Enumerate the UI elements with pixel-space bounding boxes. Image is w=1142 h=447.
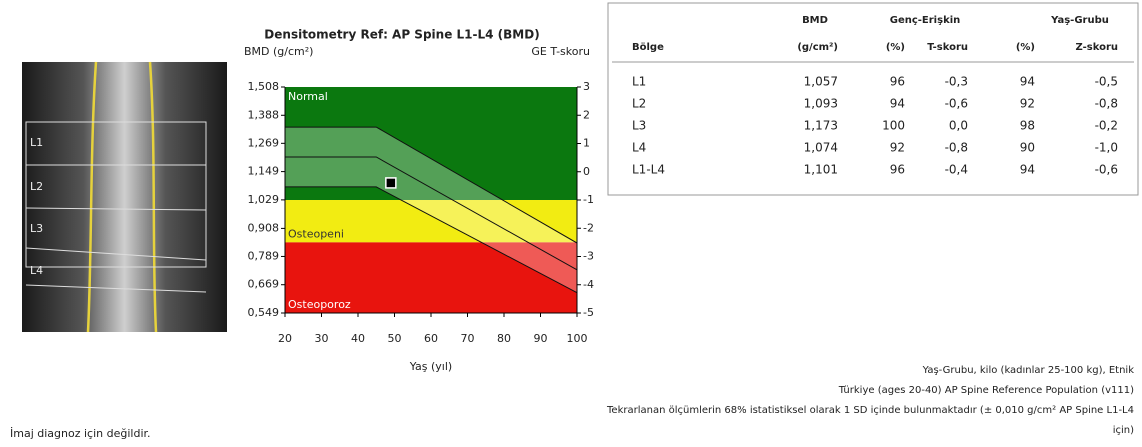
table-cell: 92 — [1020, 97, 1035, 111]
report: Densitometry Ref: AP Spine L1-L4 (BMD) B… — [0, 0, 1142, 447]
table-header: Bölge — [632, 42, 664, 53]
table-cell: 100 — [882, 119, 905, 133]
y2-tick-label: 0 — [583, 165, 590, 178]
table-cell: -0,5 — [1095, 75, 1118, 89]
table-cell: 1,057 — [804, 75, 838, 89]
table-cell: -0,8 — [1095, 97, 1118, 111]
table-cell: L2 — [632, 97, 646, 111]
table-cell: -0,6 — [945, 97, 968, 111]
x-tick-label: 100 — [567, 332, 588, 345]
x-tick-label: 50 — [388, 332, 402, 345]
y-tick-label: 0,908 — [248, 221, 280, 234]
y2-axis-label: GE T-skoru — [531, 45, 590, 58]
x-tick-label: 20 — [278, 332, 292, 345]
footnote: Tekrarlanan ölçümlerin 68% istatistiksel… — [606, 405, 1134, 416]
table-cell: -0,3 — [945, 75, 968, 89]
y2-tick-label: -2 — [583, 221, 594, 234]
y2-tick-label: 3 — [583, 80, 590, 93]
table-cell: 90 — [1020, 141, 1035, 155]
footnote: için) — [1113, 425, 1134, 436]
table-cell: -0,2 — [1095, 119, 1118, 133]
y-tick-label: 0,669 — [248, 278, 280, 291]
y2-tick-label: -4 — [583, 278, 594, 291]
y2-tick-label: 2 — [583, 108, 590, 121]
x-tick-label: 40 — [351, 332, 365, 345]
y2-tick-label: -5 — [583, 306, 594, 319]
x-axis-label: Yaş (yıl) — [409, 360, 452, 373]
zone-label: Normal — [288, 90, 328, 103]
table-cell: 94 — [890, 97, 905, 111]
table-cell: 96 — [890, 75, 905, 89]
y-tick-label: 1,388 — [248, 108, 280, 121]
zone-label: Osteoporoz — [288, 298, 351, 311]
y-tick-label: 1,149 — [248, 165, 280, 178]
table-cell: 92 — [890, 141, 905, 155]
table-cell: -0,4 — [945, 163, 968, 177]
x-tick-label: 30 — [315, 332, 329, 345]
zone-label: Osteopeni — [288, 227, 344, 240]
table-group-header: BMD — [802, 15, 828, 26]
table-header: (%) — [1016, 42, 1035, 53]
table-cell: -0,8 — [945, 141, 968, 155]
table-group-header: Genç-Erişkin — [890, 15, 961, 26]
table-header: Z-skoru — [1076, 42, 1118, 53]
table-cell: 1,173 — [804, 119, 838, 133]
y2-tick-label: 1 — [583, 137, 590, 150]
table-cell: 1,093 — [804, 97, 838, 111]
y2-tick-label: -1 — [583, 193, 594, 206]
table-cell: L4 — [632, 141, 646, 155]
roi-label: L2 — [30, 180, 43, 193]
roi-label: L1 — [30, 136, 43, 149]
table-cell: -0,6 — [1095, 163, 1118, 177]
table-cell: -1,0 — [1095, 141, 1118, 155]
table-cell: 1,074 — [804, 141, 838, 155]
table-cell: L1 — [632, 75, 646, 89]
y-tick-label: 0,549 — [248, 306, 280, 319]
x-tick-label: 80 — [497, 332, 511, 345]
table-cell: L1-L4 — [632, 163, 665, 177]
table-cell: 94 — [1020, 75, 1035, 89]
table-header: (%) — [886, 42, 905, 53]
table-group-header: Yaş-Grubu — [1050, 15, 1109, 26]
x-tick-label: 90 — [534, 332, 548, 345]
plot-area — [285, 87, 577, 313]
y-tick-label: 1,508 — [248, 80, 280, 93]
roi-label: L4 — [30, 264, 43, 277]
footnote: Yaş-Grubu, kilo (kadınlar 25-100 kg), Et… — [922, 365, 1135, 376]
x-tick-label: 60 — [424, 332, 438, 345]
footnote: Türkiye (ages 20-40) AP Spine Reference … — [838, 385, 1134, 396]
y-tick-label: 1,269 — [248, 136, 280, 149]
y-tick-label: 1,029 — [248, 193, 280, 206]
table-cell: 1,101 — [804, 163, 838, 177]
table-cell: 0,0 — [949, 119, 968, 133]
disclaimer: İmaj diagnoz için değildir. — [10, 427, 151, 440]
y-tick-label: 0,789 — [248, 249, 280, 262]
table-header: (g/cm²) — [797, 42, 838, 53]
roi-label: L3 — [30, 222, 43, 235]
x-tick-label: 70 — [461, 332, 475, 345]
table-header: T-skoru — [927, 42, 968, 53]
spine-image — [22, 62, 227, 332]
table-cell: 96 — [890, 163, 905, 177]
data-point — [386, 178, 396, 188]
chart-title: Densitometry Ref: AP Spine L1-L4 (BMD) — [264, 28, 539, 42]
table-frame — [608, 3, 1138, 195]
table-cell: 94 — [1020, 163, 1035, 177]
table-cell: L3 — [632, 119, 646, 133]
y2-tick-label: -3 — [583, 250, 594, 263]
table-cell: 98 — [1020, 119, 1035, 133]
y-axis-label: BMD (g/cm²) — [244, 45, 313, 58]
